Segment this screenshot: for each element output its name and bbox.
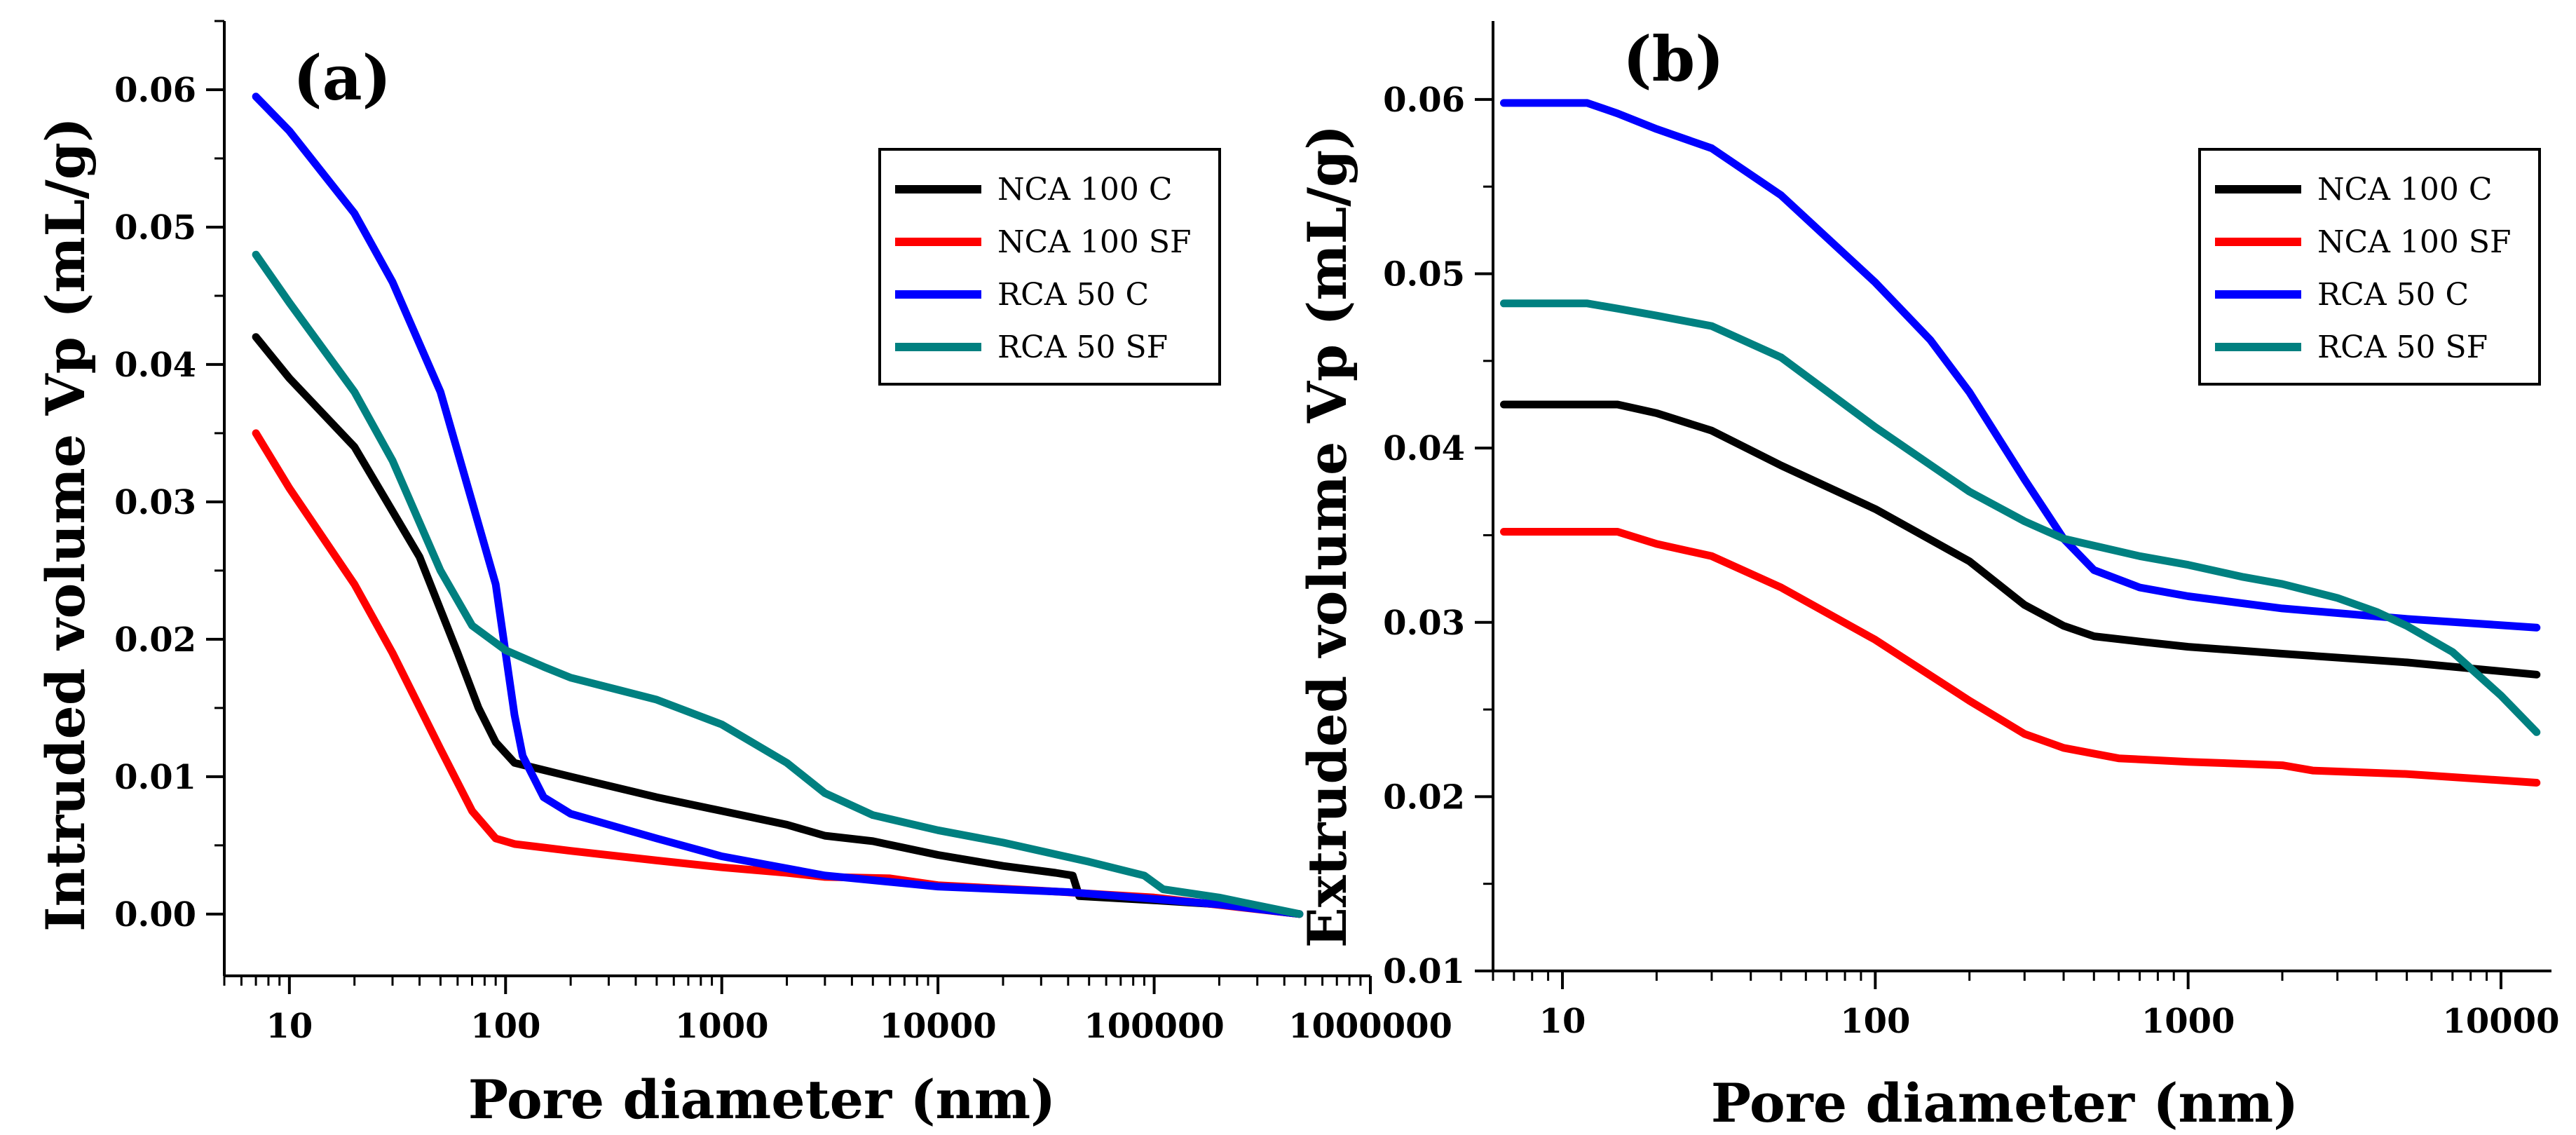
panel-a-x-tick-label: 10000 xyxy=(880,1007,997,1046)
panel-a-x-tick-label: 10 xyxy=(266,1007,313,1046)
panel-b-legend: NCA 100 C NCA 100 SF RCA 50 C RCA 50 SF xyxy=(2198,148,2541,386)
panel-b-y-tick-label: 0.03 xyxy=(1383,604,1465,643)
panel-a-legend-label-rca-50-sf: RCA 50 SF xyxy=(997,329,1168,365)
panel-b-y-tick-label: 0.05 xyxy=(1383,255,1465,294)
panel-a-legend-label-rca-50-c: RCA 50 C xyxy=(997,277,1149,313)
panel-b-series-nca-100-c xyxy=(1500,400,2541,679)
panel-a-y-tick-label: 0.05 xyxy=(114,208,196,247)
panel-a-x-axis-title: Pore diameter (nm) xyxy=(468,1068,1056,1131)
panel-a-legend-label-nca-100-c: NCA 100 C xyxy=(997,172,1173,208)
panel-b-x-tick-label: 100 xyxy=(1840,1002,1910,1041)
panel-b-x-tick-label: 1000 xyxy=(2141,1002,2235,1041)
panel-a-series-rca-50-sf xyxy=(252,250,1304,918)
panel-b-label: (b) xyxy=(1623,22,1724,95)
panel-b-y-tick-label: 0.02 xyxy=(1383,777,1465,817)
panel-a-legend: NCA 100 C NCA 100 SF RCA 50 C RCA 50 SF xyxy=(878,148,1221,386)
panel-b-y-axis-title: Extruded volume Vp (mL/g) xyxy=(1296,125,1358,948)
panel-b-x-tick-label: 10000 xyxy=(2442,1002,2559,1041)
panel-a-x-tick-label: 100000 xyxy=(1084,1007,1224,1046)
panel-a-y-tick-label: 0.02 xyxy=(114,620,196,660)
panel-b-legend-label-nca-100-sf: NCA 100 SF xyxy=(2317,224,2512,260)
panel-a-series-nca-100-c xyxy=(252,333,1304,918)
panel-b-x-tick-label: 10 xyxy=(1539,1002,1586,1041)
panel-b-y-tick-label: 0.01 xyxy=(1383,952,1465,991)
panel-b-series-rca-50-c xyxy=(1500,99,2541,632)
panel-a-x-tick-label: 1000 xyxy=(675,1007,769,1046)
panel-a-y-tick-label: 0.01 xyxy=(114,758,196,797)
panel-a-y-tick-label: 0.06 xyxy=(114,71,196,110)
panel-a-x-tick-label: 100 xyxy=(470,1007,540,1046)
panel-b-legend-label-rca-50-c: RCA 50 C xyxy=(2317,277,2469,313)
panel-b-legend-label-rca-50-sf: RCA 50 SF xyxy=(2317,329,2488,365)
panel-a-legend-label-nca-100-sf: NCA 100 SF xyxy=(997,224,1192,260)
panel-a-series-rca-50-c xyxy=(252,93,1304,918)
panel-b-y-tick-label: 0.04 xyxy=(1383,429,1465,468)
panel-a-y-tick-label: 0.04 xyxy=(114,346,196,385)
panel-b-y-tick-label: 0.06 xyxy=(1383,81,1465,120)
panel-b-x-axis-title: Pore diameter (nm) xyxy=(1711,1072,2298,1134)
panel-a-y-tick-label: 0.00 xyxy=(114,895,196,934)
panel-a-x-tick-label: 1000000 xyxy=(1288,1007,1452,1046)
panel-a-label: (a) xyxy=(293,41,391,114)
panel-b-legend-label-nca-100-c: NCA 100 C xyxy=(2317,172,2493,208)
panel-b: (b) NCA 100 C NCA 100 SF RCA 50 C RCA 50 SF… xyxy=(1296,21,2559,1134)
panel-a-y-axis-title: Intruded volume Vp (mL/g) xyxy=(34,117,97,932)
panel-b-series-nca-100-sf xyxy=(1500,528,2541,787)
panel-a-y-tick-label: 0.03 xyxy=(114,483,196,522)
panel-a: (a) NCA 100 C NCA 100 SF RCA 50 C RCA 50 SF… xyxy=(34,20,1452,1131)
panel-b-series-rca-50-sf xyxy=(1500,299,2541,736)
